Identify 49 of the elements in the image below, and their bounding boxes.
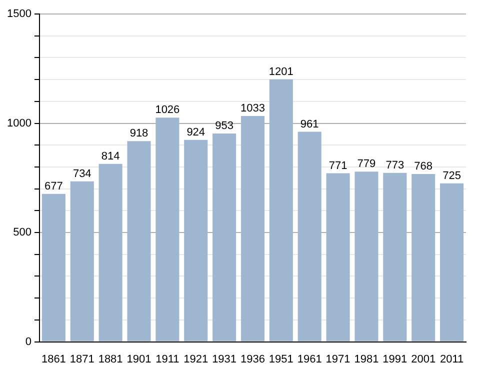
y-tick-label: 1000 xyxy=(6,117,32,130)
data-label: 779 xyxy=(357,158,376,170)
x-tick-label: 2001 xyxy=(411,353,436,366)
data-label: 924 xyxy=(186,126,206,138)
x-tick-label: 1871 xyxy=(70,353,94,366)
y-tick-label: 1500 xyxy=(6,8,32,20)
y-tick-label: 500 xyxy=(13,226,32,239)
bar xyxy=(42,194,66,342)
x-tick-label: 1936 xyxy=(240,353,265,366)
data-label: 1033 xyxy=(240,102,265,115)
y-tick-label: 0 xyxy=(25,336,32,348)
data-label: 814 xyxy=(101,150,120,162)
bar xyxy=(240,116,265,342)
bar xyxy=(70,181,94,342)
bar xyxy=(127,141,151,342)
data-label: 1026 xyxy=(155,104,180,116)
data-label: 953 xyxy=(215,120,234,132)
x-tick-label: 2011 xyxy=(440,353,464,366)
data-label: 1201 xyxy=(268,66,294,78)
data-label: 677 xyxy=(44,180,63,192)
bar xyxy=(440,183,464,342)
bar xyxy=(156,118,180,342)
bar xyxy=(326,173,350,342)
x-tick-label: 1981 xyxy=(354,353,379,366)
data-label: 734 xyxy=(72,168,92,180)
data-label: 725 xyxy=(442,170,461,182)
data-label: 768 xyxy=(414,160,433,172)
x-tick-label: 1961 xyxy=(297,353,322,366)
data-label: 771 xyxy=(328,160,348,172)
bar xyxy=(354,172,378,342)
bar xyxy=(412,174,436,342)
x-tick-label: 1991 xyxy=(382,353,408,366)
x-tick-label: 1861 xyxy=(41,353,66,366)
data-label: 961 xyxy=(300,118,319,130)
x-tick-label: 1911 xyxy=(156,353,180,366)
bar xyxy=(212,134,236,342)
bar xyxy=(298,132,322,342)
data-label: 773 xyxy=(386,159,404,172)
x-tick-label: 1881 xyxy=(98,353,123,366)
x-tick-label: 1951 xyxy=(268,353,294,366)
bar xyxy=(383,172,407,342)
x-tick-label: 1901 xyxy=(126,353,152,366)
bar xyxy=(269,79,293,342)
x-tick-label: 1921 xyxy=(184,353,208,366)
x-tick-label: 1971 xyxy=(326,353,350,366)
data-label: 918 xyxy=(130,128,148,140)
bar xyxy=(184,140,208,342)
x-tick-label: 1931 xyxy=(212,353,237,366)
bar xyxy=(98,164,122,342)
